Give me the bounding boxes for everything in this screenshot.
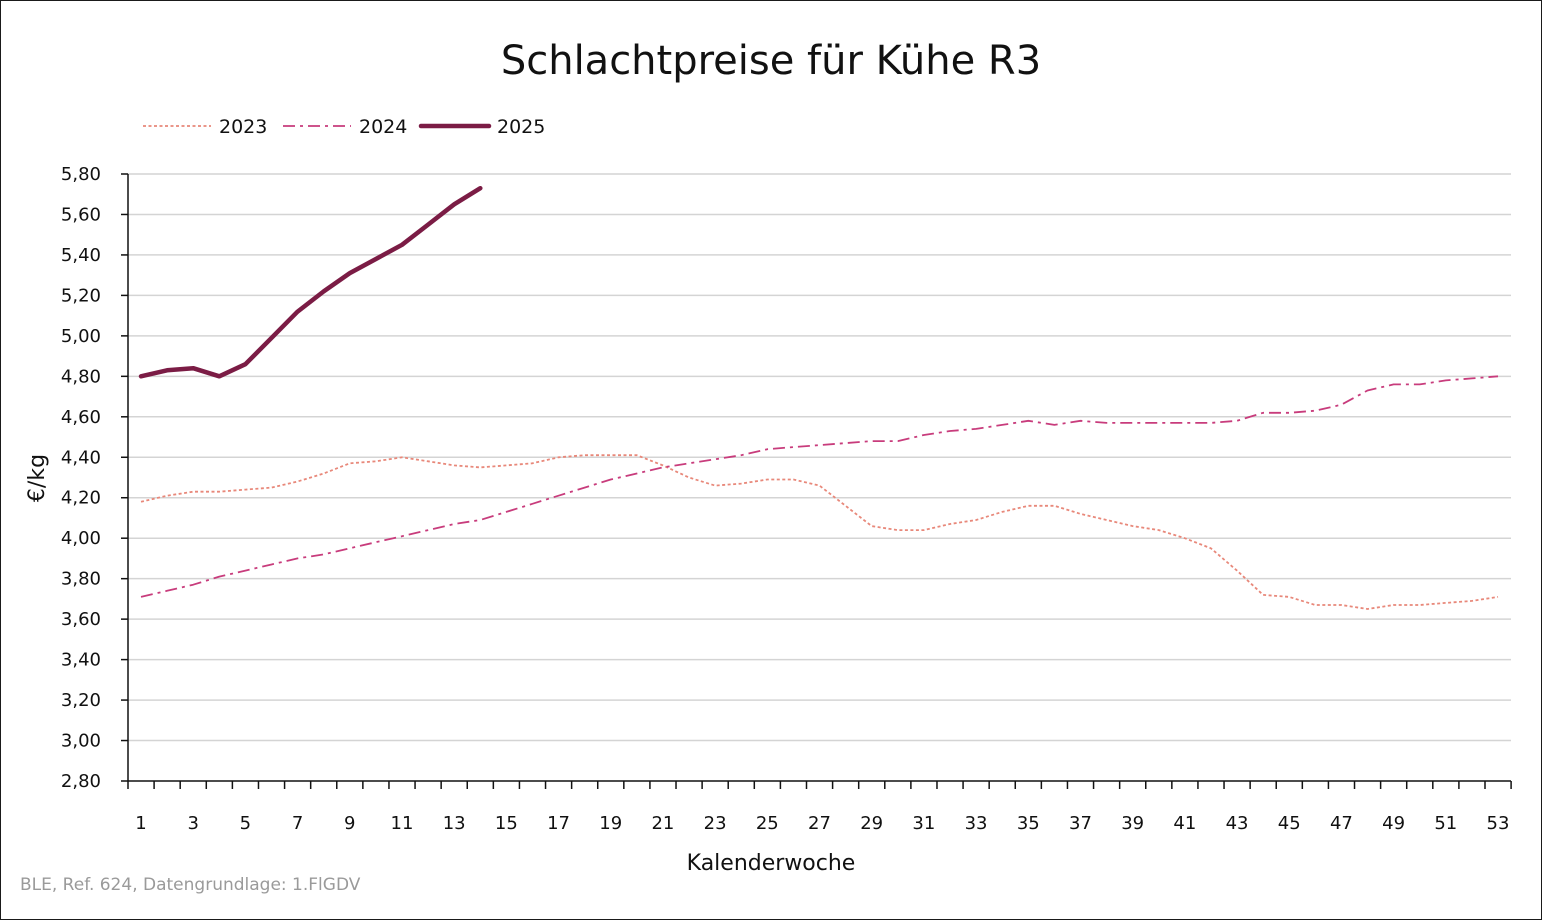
x-tick-label: 17	[547, 813, 570, 834]
x-tick-label: 45	[1278, 813, 1301, 834]
source-note: BLE, Ref. 624, Datengrundlage: 1.FlGDV	[20, 875, 361, 895]
y-tick-label: 4,60	[61, 407, 101, 428]
x-tick-label: 25	[756, 813, 779, 834]
x-tick-label: 1	[135, 813, 146, 834]
x-tick-label: 9	[344, 813, 355, 834]
series-lines	[138, 185, 1499, 610]
x-tick-label: 7	[292, 813, 303, 834]
y-tick-label: 3,20	[61, 690, 101, 711]
y-tick-label: 5,00	[61, 326, 101, 347]
y-axis-title: €/kg	[25, 454, 50, 502]
x-tick-label: 23	[704, 813, 727, 834]
x-tick-label: 29	[860, 813, 883, 834]
x-tick-label: 43	[1226, 813, 1249, 834]
y-tick-label: 2,80	[61, 771, 101, 792]
x-tick-label: 47	[1330, 813, 1353, 834]
y-tick-label: 3,80	[61, 569, 101, 590]
y-tick-label: 3,40	[61, 650, 101, 671]
y-tick-label: 4,80	[61, 366, 101, 387]
x-tick-label: 21	[651, 813, 674, 834]
y-tick-label: 5,40	[61, 245, 101, 266]
x-tick-label: 49	[1382, 813, 1405, 834]
x-tick-label: 39	[1121, 813, 1144, 834]
x-tick-label: 19	[599, 813, 622, 834]
legend-label-2025: 2025	[497, 116, 545, 138]
x-tick-label: 3	[187, 813, 198, 834]
legend: 2023 2024 2025	[143, 116, 545, 138]
x-tick-label: 51	[1434, 813, 1457, 834]
axes	[121, 173, 1512, 789]
y-tick-label: 5,60	[61, 204, 101, 225]
y-tick-label: 5,20	[61, 285, 101, 306]
x-tick-label: 13	[443, 813, 466, 834]
legend-label-2024: 2024	[359, 116, 407, 138]
series-line-2024	[140, 375, 1499, 598]
x-tick-label: 27	[808, 813, 831, 834]
x-tick-label: 41	[1173, 813, 1196, 834]
y-tick-label: 5,80	[61, 164, 101, 185]
x-tick-labels: 1 3 5 7 9 11 13 15 17 19 21 23 25 27 29 31 33 35 37 39 41 43 4…	[135, 813, 1509, 834]
y-tick-label: 4,00	[61, 528, 101, 549]
y-tick-label: 3,60	[61, 609, 101, 630]
chart-title: Schlachtpreise für Kühe R3	[501, 38, 1041, 84]
y-tick-label: 4,40	[61, 447, 101, 468]
legend-label-2023: 2023	[219, 116, 267, 138]
series-line-2023	[140, 454, 1499, 610]
y-tick-label: 3,00	[61, 731, 101, 752]
x-tick-label: 37	[1069, 813, 1092, 834]
gridlines	[128, 173, 1511, 742]
x-tick-label: 31	[912, 813, 935, 834]
x-tick-label: 15	[495, 813, 518, 834]
x-tick-label: 53	[1487, 813, 1510, 834]
x-tick-label: 33	[965, 813, 988, 834]
y-tick-label: 4,20	[61, 488, 101, 509]
series-line-2025	[138, 185, 483, 379]
x-tick-label: 11	[391, 813, 414, 834]
x-axis-title: Kalenderwoche	[687, 851, 856, 876]
x-tick-label: 35	[1017, 813, 1040, 834]
x-tick-label: 5	[240, 813, 251, 834]
y-tick-labels: 2,80 3,00 3,20 3,40 3,60 3,80 4,00 4,20 4,40 4,60…	[61, 164, 101, 792]
